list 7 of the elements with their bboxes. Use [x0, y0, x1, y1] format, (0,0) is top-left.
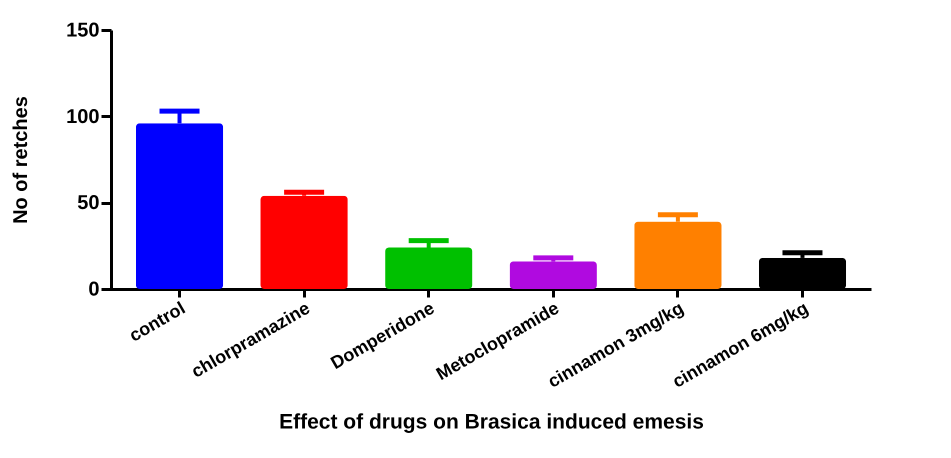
y-axis-title: No of retches: [10, 96, 32, 224]
x-axis-title: Effect of drugs on Brasica induced emesis: [279, 410, 704, 434]
y-tick-label: 50: [77, 192, 100, 214]
y-tick-label: 100: [66, 106, 100, 128]
y-tick-label: 150: [66, 20, 100, 42]
bar: [634, 222, 722, 289]
y-tick-label: 0: [88, 278, 100, 300]
